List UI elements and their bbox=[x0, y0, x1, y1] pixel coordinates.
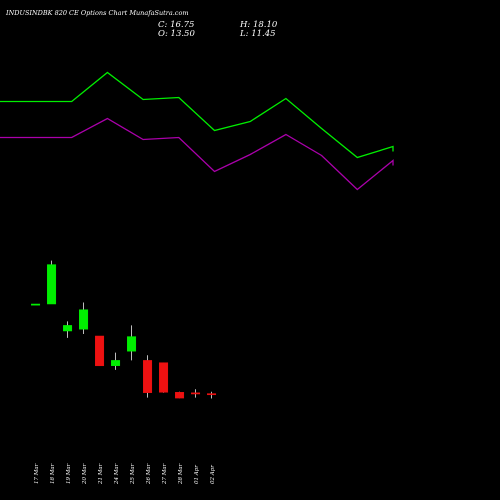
candle-body-19-mar bbox=[63, 325, 73, 332]
x-tick-label: 01 Apr bbox=[194, 465, 200, 484]
close-value: C: 16.75 bbox=[158, 20, 195, 30]
x-tick-label: 19 Mar bbox=[66, 463, 72, 484]
candle-body-18-mar bbox=[47, 264, 57, 305]
candle-body-25-mar bbox=[127, 336, 137, 352]
x-tick-label: 17 Mar bbox=[34, 463, 40, 484]
candle-body-21-mar bbox=[95, 335, 105, 367]
candle-body-24-mar bbox=[111, 360, 121, 366]
candle-body-01-apr bbox=[191, 392, 201, 395]
high-value: H: 18.10 bbox=[240, 20, 278, 30]
indicator-line-2 bbox=[0, 117, 394, 191]
candle-body-02-apr bbox=[207, 393, 217, 396]
candle-body-26-mar bbox=[143, 360, 153, 393]
candle-body-20-mar bbox=[79, 309, 89, 330]
indicator-line-1 bbox=[0, 71, 394, 159]
low-value: L: 11.45 bbox=[240, 29, 276, 39]
x-tick-label: 02 Apr bbox=[210, 465, 216, 484]
x-tick-label: 25 Mar bbox=[130, 463, 136, 485]
chart-title: INDUSINDBK 820 CE Options Chart MunafaSu… bbox=[6, 9, 189, 17]
candle-body-28-mar bbox=[175, 392, 185, 399]
candle-body-27-mar bbox=[159, 362, 169, 393]
candle-body-17-mar bbox=[31, 303, 41, 306]
open-value: O: 13.50 bbox=[158, 29, 195, 39]
x-tick-label: 24 Mar bbox=[114, 463, 120, 485]
x-tick-label: 28 Mar bbox=[178, 463, 184, 485]
x-tick-label: 21 Mar bbox=[98, 463, 104, 485]
x-tick-label: 26 Mar bbox=[146, 463, 152, 485]
x-tick-label: 18 Mar bbox=[50, 463, 56, 484]
x-tick-label: 20 Mar bbox=[82, 463, 88, 485]
x-tick-label: 27 Mar bbox=[162, 463, 168, 485]
